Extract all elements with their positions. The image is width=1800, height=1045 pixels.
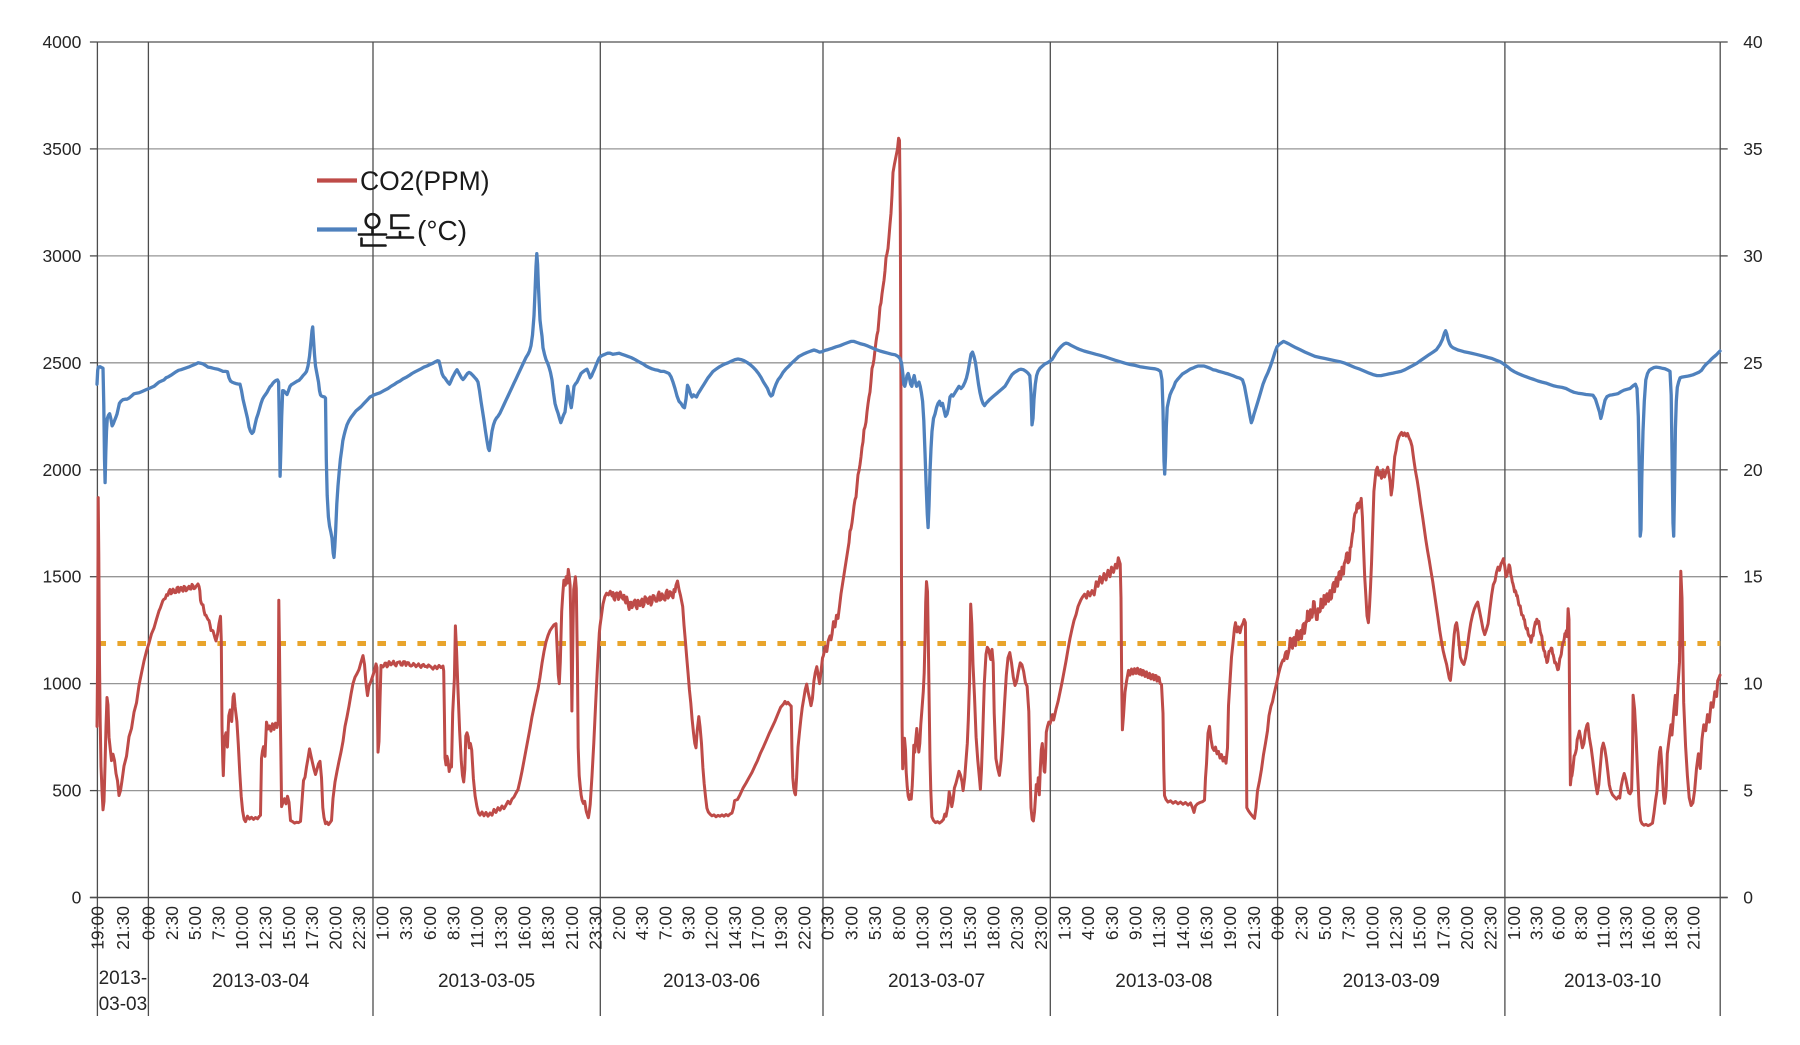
svg-text:11:00: 11:00 <box>1594 906 1614 949</box>
svg-text:3:30: 3:30 <box>396 906 416 940</box>
svg-text:19:00: 19:00 <box>87 906 107 950</box>
svg-text:15:00: 15:00 <box>1410 906 1430 950</box>
svg-text:12:30: 12:30 <box>255 906 275 950</box>
svg-text:3:30: 3:30 <box>1526 906 1546 940</box>
svg-text:2:30: 2:30 <box>162 906 182 940</box>
svg-text:22:30: 22:30 <box>349 906 369 950</box>
svg-text:8:30: 8:30 <box>1571 906 1591 940</box>
svg-text:35: 35 <box>1743 139 1762 159</box>
svg-text:2013-03-10: 2013-03-10 <box>1564 971 1661 992</box>
svg-text:2013-03-09: 2013-03-09 <box>1343 971 1440 992</box>
svg-text:1500: 1500 <box>42 567 81 587</box>
svg-text:7:30: 7:30 <box>1339 906 1359 940</box>
svg-text:4000: 4000 <box>42 32 81 52</box>
svg-text:13:00: 13:00 <box>936 906 956 950</box>
svg-text:3:00: 3:00 <box>841 906 861 940</box>
svg-text:22:00: 22:00 <box>794 906 814 950</box>
svg-text:1:00: 1:00 <box>1504 906 1524 940</box>
svg-text:18:30: 18:30 <box>1661 906 1681 950</box>
svg-text:19:00: 19:00 <box>1220 906 1240 950</box>
svg-text:17:00: 17:00 <box>748 906 768 950</box>
svg-text:2000: 2000 <box>42 460 81 480</box>
svg-text:2013-03-04: 2013-03-04 <box>212 971 310 992</box>
svg-text:2013-03-08: 2013-03-08 <box>1115 971 1212 992</box>
svg-text:15: 15 <box>1743 567 1762 587</box>
svg-text:2013-03-06: 2013-03-06 <box>663 971 760 992</box>
svg-text:12:00: 12:00 <box>702 906 722 950</box>
svg-text:8:30: 8:30 <box>444 906 464 940</box>
svg-text:5: 5 <box>1743 781 1753 801</box>
svg-text:6:00: 6:00 <box>1549 906 1569 940</box>
svg-text:1000: 1000 <box>42 674 81 694</box>
svg-text:2500: 2500 <box>42 353 81 373</box>
svg-text:20: 20 <box>1743 460 1763 480</box>
svg-text:8:00: 8:00 <box>889 906 909 940</box>
svg-text:2013-03-05: 2013-03-05 <box>438 971 535 992</box>
svg-text:11:00: 11:00 <box>467 906 487 949</box>
svg-text:9:00: 9:00 <box>1126 906 1146 940</box>
svg-text:21:00: 21:00 <box>1683 906 1703 950</box>
svg-text:6:00: 6:00 <box>420 906 440 940</box>
svg-text:10: 10 <box>1743 674 1763 694</box>
svg-text:4:00: 4:00 <box>1078 906 1098 940</box>
svg-text:7:30: 7:30 <box>209 906 229 940</box>
svg-text:40: 40 <box>1743 32 1763 52</box>
svg-text:14:00: 14:00 <box>1173 906 1193 950</box>
svg-text:CO2(PPM): CO2(PPM) <box>360 166 490 196</box>
svg-text:16:00: 16:00 <box>515 906 535 950</box>
svg-text:10:00: 10:00 <box>1362 906 1382 950</box>
svg-text:6:30: 6:30 <box>1102 906 1122 940</box>
svg-text:(°C): (°C) <box>417 215 467 246</box>
svg-text:0:00: 0:00 <box>138 906 158 940</box>
svg-text:0: 0 <box>72 888 82 908</box>
svg-text:2:00: 2:00 <box>609 906 629 940</box>
svg-text:2013-03-07: 2013-03-07 <box>888 971 985 992</box>
svg-text:13:30: 13:30 <box>1616 906 1636 950</box>
svg-text:7:00: 7:00 <box>655 906 675 940</box>
svg-text:21:30: 21:30 <box>1244 906 1264 950</box>
svg-text:2013-: 2013- <box>99 968 148 989</box>
svg-text:25: 25 <box>1743 353 1762 373</box>
svg-text:5:00: 5:00 <box>185 906 205 940</box>
svg-text:0:00: 0:00 <box>1268 906 1288 940</box>
svg-text:1:00: 1:00 <box>373 906 393 940</box>
svg-text:9:30: 9:30 <box>679 906 699 940</box>
svg-text:14:30: 14:30 <box>725 906 745 950</box>
svg-text:16:00: 16:00 <box>1638 906 1658 950</box>
svg-text:22:30: 22:30 <box>1481 906 1501 950</box>
svg-text:12:30: 12:30 <box>1386 906 1406 950</box>
svg-text:3500: 3500 <box>42 139 81 159</box>
svg-text:4:30: 4:30 <box>632 906 652 940</box>
svg-text:23:30: 23:30 <box>586 906 606 950</box>
svg-text:20:00: 20:00 <box>326 906 346 950</box>
svg-text:13:30: 13:30 <box>491 906 511 950</box>
svg-text:1:30: 1:30 <box>1055 906 1075 940</box>
svg-text:17:30: 17:30 <box>1433 906 1453 950</box>
svg-text:20:00: 20:00 <box>1457 906 1477 950</box>
svg-text:5:00: 5:00 <box>1315 906 1335 940</box>
svg-text:2:30: 2:30 <box>1291 906 1311 940</box>
svg-text:19:30: 19:30 <box>771 906 791 950</box>
svg-text:21:30: 21:30 <box>113 906 133 950</box>
svg-text:21:00: 21:00 <box>562 906 582 950</box>
svg-text:15:00: 15:00 <box>279 906 299 950</box>
svg-text:10:30: 10:30 <box>912 906 932 950</box>
svg-text:30: 30 <box>1743 246 1763 266</box>
svg-text:15:30: 15:30 <box>960 906 980 950</box>
svg-text:500: 500 <box>52 781 81 801</box>
svg-text:0:30: 0:30 <box>818 906 838 940</box>
svg-text:3000: 3000 <box>42 246 81 266</box>
svg-text:18:00: 18:00 <box>984 906 1004 950</box>
svg-text:0: 0 <box>1743 888 1753 908</box>
svg-text:10:00: 10:00 <box>232 906 252 950</box>
svg-text:5:30: 5:30 <box>865 906 885 940</box>
svg-text:17:30: 17:30 <box>302 906 322 950</box>
svg-text:20:30: 20:30 <box>1007 906 1027 950</box>
svg-text:23:00: 23:00 <box>1031 906 1051 950</box>
svg-text:03-03: 03-03 <box>99 994 148 1015</box>
svg-text:11:30: 11:30 <box>1149 906 1169 949</box>
svg-text:18:30: 18:30 <box>538 906 558 950</box>
svg-text:16:30: 16:30 <box>1197 906 1217 950</box>
